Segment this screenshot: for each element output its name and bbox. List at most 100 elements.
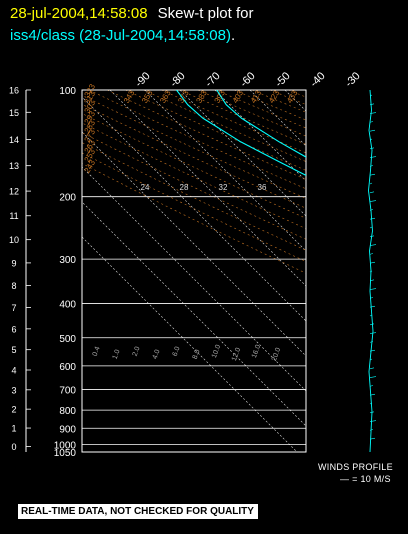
wind-barb [369,200,377,202]
isotherm [82,236,298,452]
wind-barb [369,323,375,326]
height-tick-label: 4 [11,365,16,375]
dewpoint-profile-line [176,90,306,177]
moist-adiabat-label: 4.0 [152,349,162,361]
wind-barb [369,411,375,414]
wind-barb [369,279,375,282]
dry-adiabat [82,95,306,199]
moist-adiabat-label: 20.0 [271,347,282,362]
wind-barb [369,429,374,431]
height-tick-label: 12 [9,187,19,197]
wind-barb [369,191,375,194]
height-tick-label: 13 [9,161,19,171]
temperature-tick-label: -30 [343,70,363,90]
pressure-tick-label: 800 [59,406,76,417]
wind-barb [369,385,374,387]
height-tick-label: 9 [11,258,16,268]
isotherm [82,166,306,392]
height-tick-label: 10 [9,235,19,245]
title-text: Skew-t plot for [157,5,254,22]
chart-title-line2: iss4/class (28-Jul-2004,14:58:08). [10,27,235,44]
temperature-tick-label: -80 [168,70,188,90]
height-tick-label: 2 [11,405,16,415]
dry-adiabat [343,90,408,452]
thermo-grid [82,90,408,452]
pressure-tick-label: 900 [59,424,76,435]
pressure-tick-label: 300 [59,255,76,266]
dry-adiabat [88,90,306,190]
temperature-tick-label: -90 [133,70,153,90]
dry-adiabat [270,90,306,105]
moist-adiabat-label: 10.0 [211,344,222,359]
temperature-profile-line [216,90,306,158]
plot-border [81,89,307,453]
wind-barb [369,358,373,361]
wind-barb [369,129,376,132]
wind-barb [369,288,377,290]
dry-adiabat [107,90,306,180]
isotherm [355,90,408,452]
title-dataset: iss4/class (28-Jul-2004,14:58:08) [10,27,231,44]
height-tick-label: 7 [11,303,16,313]
dry-adiabat [82,103,306,209]
pressure-tick-label: 600 [59,362,76,373]
height-tick-label: 8 [11,281,16,291]
wind-barb [369,402,373,405]
dry-adiabat-label: 343 [122,88,137,105]
moist-adiabat-label: 12.0 [231,347,242,362]
wind-barb [369,420,377,422]
dry-adiabat-label: 383 [194,88,209,105]
isotherm [390,90,408,452]
quality-disclaimer: REAL-TIME DATA, NOT CHECKED FOR QUALITY [18,504,258,519]
moist-adiabat-label: 2.0 [132,346,142,358]
wind-barb [369,94,373,97]
mixing-ratio-label: 36 [258,183,267,192]
dry-adiabat [197,90,306,137]
wind-barb [369,270,373,273]
isotherm [249,90,306,147]
dry-adiabat-label: 373 [176,88,191,105]
wind-barb [369,437,376,440]
dry-adiabat [82,163,306,274]
wind-barb [369,244,377,246]
height-tick-label: 5 [11,345,16,355]
sounding-series [176,90,306,177]
dry-adiabat [82,142,306,251]
winds-profile-line [368,89,374,453]
winds-profile [368,89,377,453]
mixing-ratio-labels: 24 28 32 36 [141,183,267,192]
dry-adiabat [325,90,408,452]
isotherm [284,90,306,112]
wind-barb [369,121,374,123]
wind-barb [369,138,373,141]
moist-adiabat-label: 8.0 [192,349,202,361]
isobars [82,196,306,445]
temperature-tick-label: -60 [238,70,258,90]
wind-barb [369,156,377,158]
wind-barb [369,332,377,334]
mixing-ratio-label: 24 [141,183,150,192]
wind-barb [369,182,373,185]
wind-barb [369,165,374,167]
mixing-ratio-label: 32 [219,183,228,192]
isotherm [214,90,306,182]
isotherm [179,90,306,217]
wind-barb [369,393,376,396]
dry-adiabat [307,90,408,452]
temperature-tick-label: -70 [203,70,223,90]
dry-adiabat [179,90,306,145]
moist-adiabat-label: 16.0 [251,344,262,359]
wind-barb [369,297,374,299]
wind-barb [369,341,374,343]
pressure-tick-label: 700 [59,386,76,397]
plot-frame [25,89,307,453]
moist-adiabat-labels: 0.4 1.0 2.0 4.0 6.0 8.0 10.0 12.0 16.0 20.0 [92,344,283,362]
wind-barb [369,226,373,229]
moist-adiabat-label: 1.0 [112,349,122,361]
dry-adiabat [82,132,306,240]
wind-barb [369,253,374,255]
wind-barb [369,173,376,176]
wind-barb [369,112,377,114]
isotherm [109,90,306,287]
